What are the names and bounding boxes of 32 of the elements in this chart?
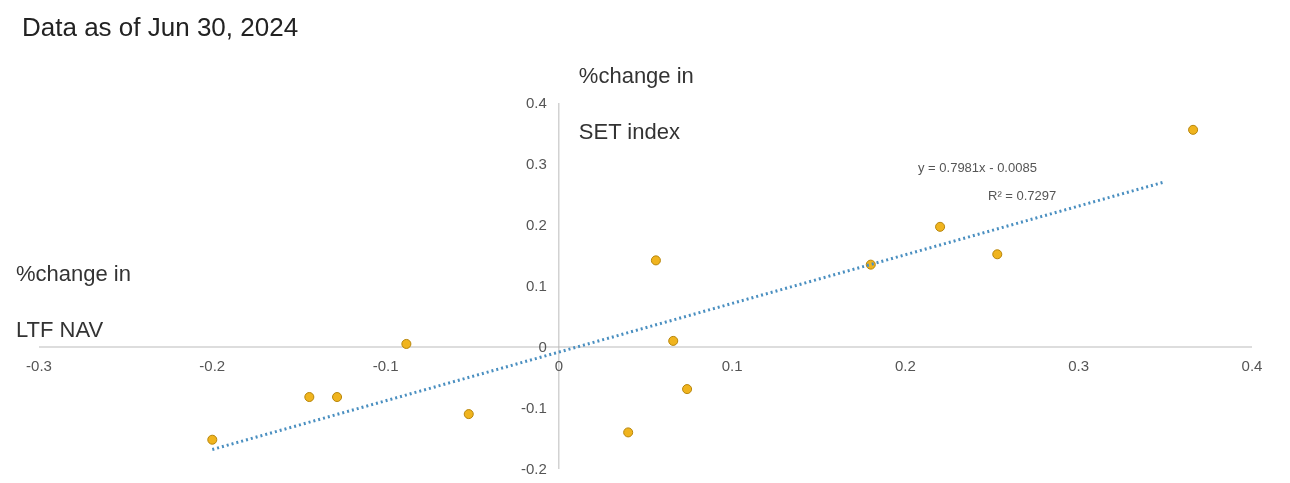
point [401, 338, 412, 349]
y-tick-label: 0.3 [526, 155, 547, 172]
x-tick-label: -0.3 [26, 357, 52, 374]
point [332, 392, 343, 403]
point [650, 255, 661, 266]
point [1188, 124, 1199, 135]
x-tick-label: 0.1 [721, 357, 743, 374]
annotation: R² = 0.7297 [988, 188, 1057, 203]
point [668, 335, 679, 346]
point [935, 221, 946, 232]
y-tick-label: -0.2 [521, 460, 547, 477]
point [682, 384, 693, 395]
y-tick-label: 0.2 [526, 216, 547, 233]
x-tick-label: 0 [554, 357, 564, 374]
x-tick-label: 0.3 [1068, 357, 1090, 374]
point [623, 427, 634, 438]
chart-title: Data as of Jun 30, 2024 [22, 12, 299, 43]
annotation: y = 0.7981x - 0.0085 [918, 160, 1037, 175]
x-tick-label: 0.2 [895, 357, 916, 374]
point [304, 392, 315, 403]
y-tick-label: -0.1 [521, 399, 547, 416]
x-tick-label: -0.1 [372, 357, 399, 374]
y-tick-label: 0 [538, 338, 547, 355]
point [463, 409, 474, 420]
x-tick-label: 0.4 [1241, 357, 1263, 374]
text: %change in LTF NAV [16, 261, 131, 342]
point [992, 249, 1003, 260]
x-tick-label: -0.2 [199, 357, 226, 374]
y-tick-label: 0.4 [526, 94, 547, 111]
text: %change in SET index [578, 63, 694, 144]
y-tick-label: 0.1 [526, 277, 547, 294]
point [207, 434, 218, 445]
